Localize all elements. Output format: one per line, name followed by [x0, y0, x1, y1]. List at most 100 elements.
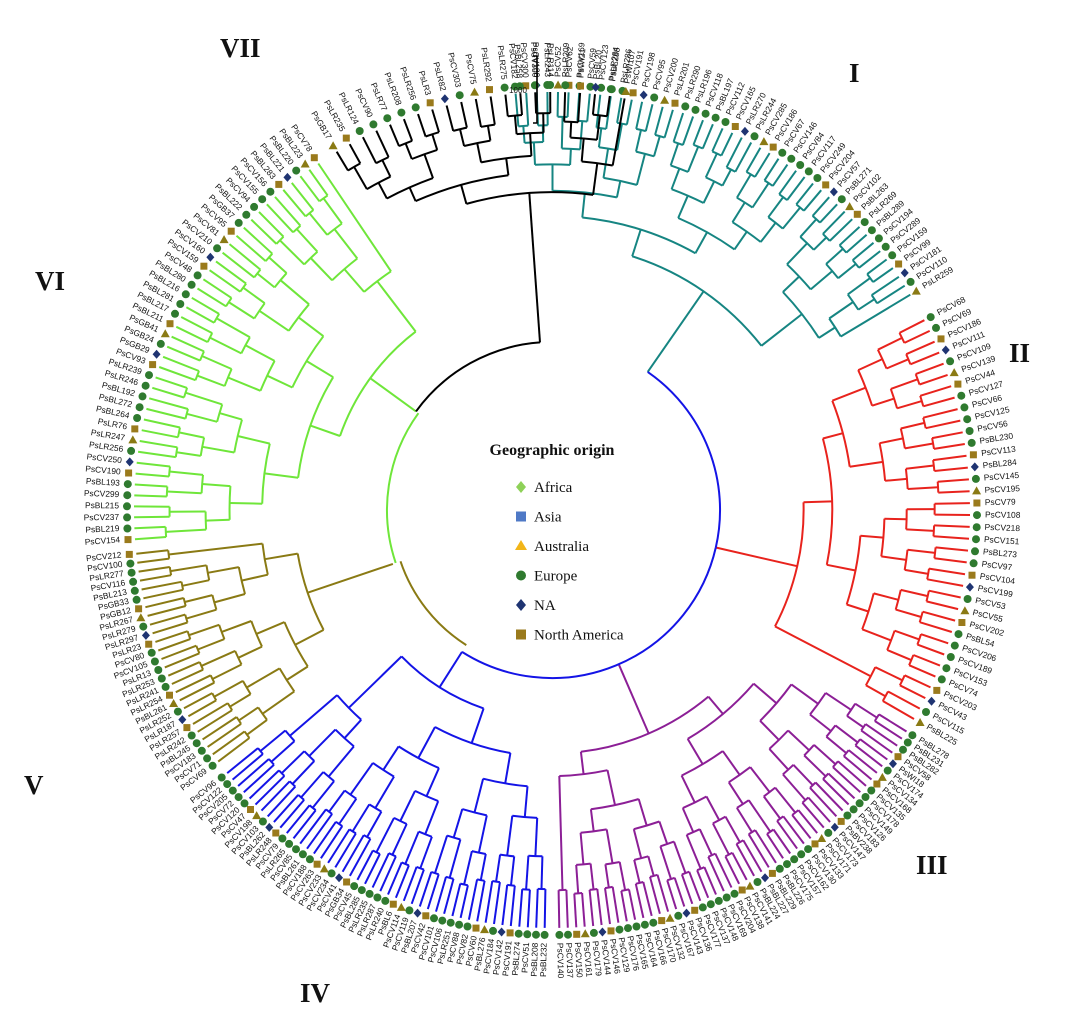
- tree-branch: [418, 871, 433, 907]
- tree-branch: [145, 597, 184, 609]
- tree-branch: [474, 98, 482, 128]
- tree-branch: [877, 349, 888, 369]
- tree-branch: [707, 856, 725, 892]
- tree-branch: [860, 729, 893, 754]
- tree-branch: [746, 171, 756, 178]
- origin-marker: [514, 929, 523, 938]
- origin-marker: [965, 582, 974, 592]
- tree-branch: [759, 720, 780, 741]
- tree-branch: [687, 146, 700, 173]
- origin-marker: [606, 85, 615, 94]
- origin-marker: [258, 195, 267, 204]
- leaf-label: PsCV195: [984, 483, 1020, 495]
- tree-branch: [336, 694, 362, 721]
- tree-branch: [351, 803, 371, 832]
- tree-branch: [341, 834, 365, 873]
- tree-branch: [371, 852, 390, 888]
- tree-branch: [431, 134, 439, 151]
- tree-branch: [904, 442, 934, 450]
- clade-label-vi: VI: [35, 266, 65, 296]
- origin-marker: [849, 805, 858, 814]
- origin-marker: [187, 280, 196, 289]
- tree-branch: [635, 153, 646, 186]
- tree-branch: [207, 566, 239, 574]
- origin-marker: [285, 839, 294, 848]
- tree-branch: [866, 273, 874, 283]
- tree-branch: [915, 362, 944, 376]
- tree-branch: [574, 892, 583, 895]
- tree-branch: [838, 226, 861, 246]
- origin-marker: [272, 829, 280, 837]
- tree-branch: [819, 203, 838, 224]
- tree-branch: [774, 786, 797, 814]
- tree-branch: [809, 787, 838, 817]
- tree-branch: [234, 650, 243, 665]
- tree-branch: [560, 116, 564, 149]
- tree-branch: [376, 280, 417, 333]
- origin-marker: [577, 82, 584, 90]
- origin-marker: [972, 535, 980, 544]
- tree-branch: [809, 713, 832, 732]
- tree-branch: [749, 766, 771, 793]
- tree-branch: [510, 856, 516, 886]
- origin-marker: [946, 653, 955, 661]
- leaf-label: PsBL274: [510, 941, 523, 976]
- tree-branch: [248, 769, 280, 800]
- origin-marker: [867, 226, 876, 235]
- tree-branch: [348, 143, 362, 164]
- tree-branch: [519, 93, 523, 116]
- legend-label: Australia: [534, 539, 589, 555]
- tree-branch: [279, 279, 310, 306]
- tree-branch: [616, 121, 628, 126]
- tree-branch: [375, 130, 390, 158]
- origin-marker: [342, 134, 350, 142]
- tree-branch: [451, 883, 462, 917]
- origin-marker: [750, 132, 759, 141]
- legend-label: Europe: [534, 569, 578, 585]
- tree-branch: [904, 674, 931, 689]
- tree-branch: [884, 517, 907, 521]
- tree-branch: [854, 702, 878, 719]
- tree-branch: [268, 256, 288, 274]
- tree-branch: [776, 820, 798, 850]
- tree-branch: [831, 386, 866, 402]
- tree-branch: [632, 828, 643, 859]
- leaf-label: PsCV169: [574, 42, 586, 78]
- tree-branch: [917, 643, 945, 656]
- leaf-label: PsCV151: [984, 534, 1020, 546]
- tree-branch: [701, 123, 714, 149]
- origin-marker: [292, 845, 300, 854]
- origin-marker: [132, 595, 141, 604]
- tree-branch: [196, 287, 227, 308]
- tree-branch: [885, 477, 907, 482]
- tree-branch: [408, 187, 417, 202]
- tree-branch: [895, 608, 922, 618]
- tree-branch: [534, 817, 539, 857]
- tree-branch: [606, 769, 616, 806]
- legend-label: Asia: [534, 510, 562, 526]
- origin-marker: [804, 167, 813, 176]
- tree-branch: [602, 148, 610, 179]
- leaf-label: PsCV212: [86, 550, 123, 564]
- tree-branch: [256, 621, 285, 635]
- tree-branch: [192, 702, 229, 725]
- tree-branch: [286, 804, 311, 834]
- tree-branch: [654, 106, 664, 136]
- tree-branch: [446, 834, 461, 841]
- tree-branch: [270, 740, 296, 763]
- origin-marker: [275, 180, 283, 188]
- tree-branch: [506, 815, 514, 856]
- origin-marker: [203, 754, 212, 763]
- origin-marker: [313, 860, 321, 868]
- tree-branch: [182, 597, 187, 607]
- leaf-label: PsLR82: [431, 61, 448, 93]
- tree-branch: [303, 250, 319, 266]
- origin-marker: [597, 83, 606, 92]
- origin-marker: [973, 511, 981, 520]
- tree-branch: [259, 360, 276, 392]
- origin-marker: [131, 425, 139, 433]
- origin-marker: [949, 368, 959, 377]
- tree-branch: [580, 138, 585, 162]
- tree-branch: [476, 878, 485, 882]
- legend-marker-north-america: [516, 629, 526, 640]
